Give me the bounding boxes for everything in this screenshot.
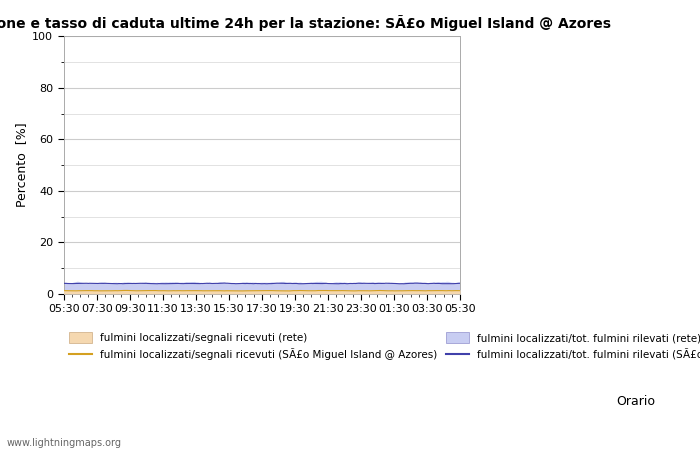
Text: Orario: Orario bbox=[616, 395, 655, 408]
Y-axis label: Percento  [%]: Percento [%] bbox=[15, 123, 28, 207]
Title: Localizzazione e tasso di caduta ultime 24h per la stazione: SÃ£o Miguel Island : Localizzazione e tasso di caduta ultime … bbox=[0, 15, 611, 31]
Text: www.lightningmaps.org: www.lightningmaps.org bbox=[7, 438, 122, 448]
Legend: fulmini localizzati/segnali ricevuti (rete), fulmini localizzati/segnali ricevut: fulmini localizzati/segnali ricevuti (re… bbox=[69, 333, 700, 360]
